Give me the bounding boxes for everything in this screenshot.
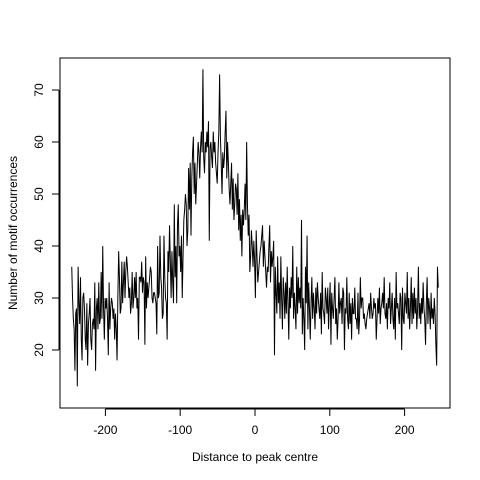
x-axis-label: Distance to peak centre — [192, 450, 318, 464]
x-tick-label: 200 — [395, 423, 415, 437]
x-tick-label: -200 — [93, 423, 117, 437]
y-tick-label: 30 — [32, 291, 46, 305]
y-axis: 20 30 40 50 60 70 — [32, 83, 60, 357]
y-axis-label: Number of motif occurrences — [6, 156, 20, 310]
y-tick-label: 70 — [32, 83, 46, 97]
y-tick-label: 50 — [32, 187, 46, 201]
y-tick-label: 60 — [32, 135, 46, 149]
y-tick-label: 40 — [32, 239, 46, 253]
y-tick-label: 20 — [32, 343, 46, 357]
series-line — [71, 69, 439, 387]
x-tick-label: 100 — [320, 423, 340, 437]
x-tick-label: -100 — [168, 423, 192, 437]
x-tick-label: 0 — [252, 423, 259, 437]
x-axis: -200 -100 0 100 200 — [93, 408, 415, 437]
plot-frame — [59, 57, 451, 409]
